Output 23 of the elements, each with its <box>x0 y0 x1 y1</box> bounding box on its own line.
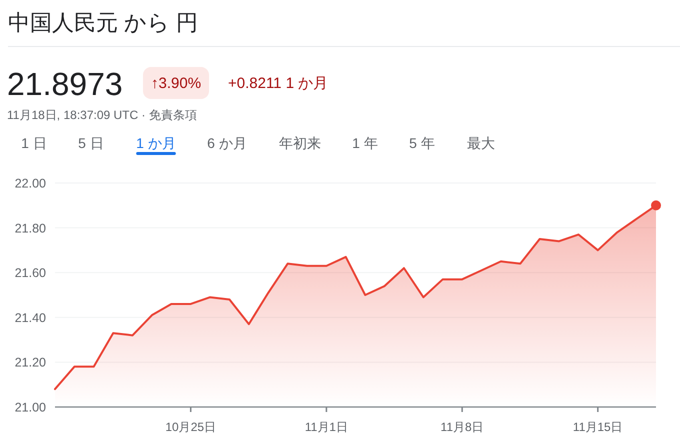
x-tick-label: 10月25日 <box>165 420 216 434</box>
x-tick-label: 11月15日 <box>572 420 623 434</box>
y-tick-label: 22.00 <box>14 176 46 190</box>
timestamp: 11月18日, 18:37:09 UTC · 免責条項 <box>7 108 197 122</box>
tab-label: 1 日 <box>21 135 47 151</box>
tab-label: 5 日 <box>78 135 104 151</box>
tab-label: 6 か月 <box>207 135 247 151</box>
y-tick-label: 21.80 <box>14 221 46 236</box>
tab-label: 5 年 <box>409 135 435 151</box>
y-tick-label: 21.00 <box>14 400 46 414</box>
title: 中国人民元 から 円 <box>8 10 198 35</box>
y-tick-label: 21.40 <box>14 310 46 325</box>
change: +0.8211 1 か月 <box>228 75 328 92</box>
y-tick-label: 21.60 <box>14 266 46 280</box>
y-tick-label: 21.20 <box>14 356 46 370</box>
price: 21.8973 <box>7 66 123 102</box>
tab-label: 1 か月 <box>136 135 176 151</box>
tab-label: 年初来 <box>279 135 321 151</box>
change-percent: ↑3.90% <box>143 67 210 99</box>
x-tick-label: 11月1日 <box>304 420 348 434</box>
x-tick-label: 11月8日 <box>440 420 484 434</box>
tab-label: 1 年 <box>352 135 378 151</box>
tab-label: 最大 <box>467 135 495 151</box>
